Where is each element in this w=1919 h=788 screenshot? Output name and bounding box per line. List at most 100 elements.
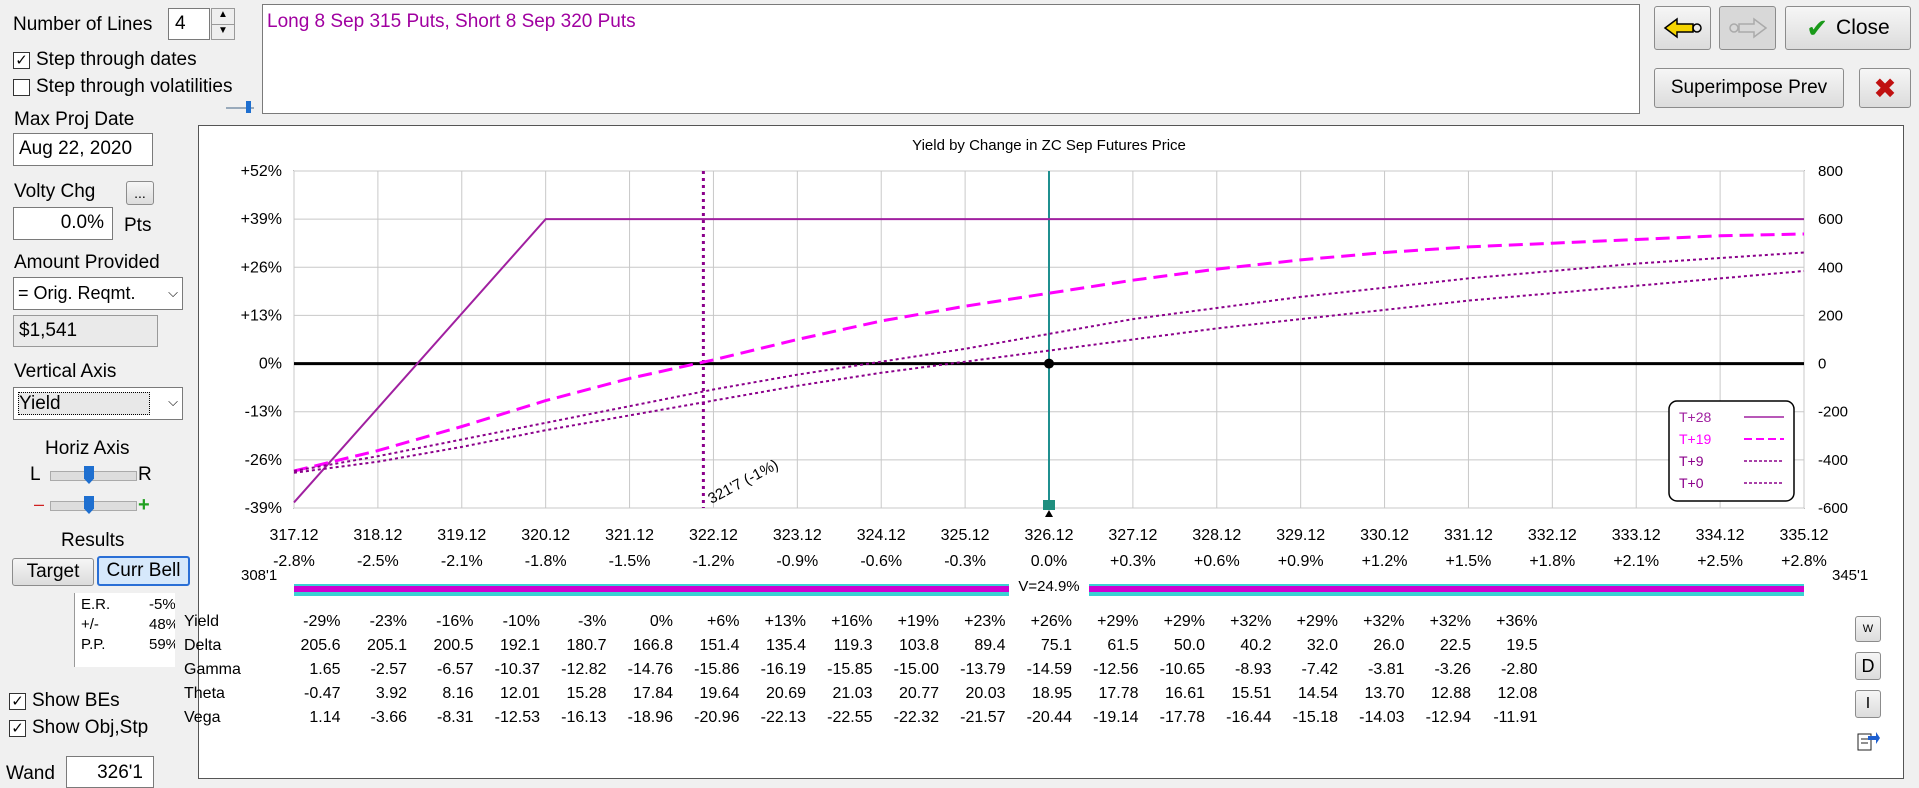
y-left-tick: +13%	[241, 307, 282, 324]
greeks-cell: -8.93	[1235, 661, 1272, 678]
greeks-cell: -22.55	[827, 709, 873, 726]
pct-tick-label: +0.3%	[1110, 553, 1156, 570]
greeks-cell: 180.7	[566, 637, 607, 654]
haxis-label: Horiz Axis	[45, 438, 130, 459]
greeks-cell: +29%	[1163, 613, 1205, 630]
greeks-cell: -16%	[436, 613, 474, 630]
lines-spinner[interactable]: ▲ ▼	[211, 8, 235, 40]
haxis-slider[interactable]	[50, 466, 137, 484]
greeks-cell: -12.82	[561, 661, 607, 678]
export-icon[interactable]	[1856, 730, 1880, 752]
greeks-row: Theta -0.47 3.92 8.16 12.01 15.28 17.84 19.64 20…	[180, 682, 1538, 706]
legend-box	[1668, 400, 1795, 502]
greeks-cell: -20.44	[1026, 709, 1072, 726]
spin-down-icon[interactable]: ▼	[218, 25, 228, 36]
greeks-cell: 3.92	[375, 685, 407, 702]
y-left-tick: +39%	[241, 211, 282, 228]
lines-input[interactable]: 4	[168, 8, 210, 40]
target-button[interactable]: Target	[12, 558, 94, 586]
next-arrow-button[interactable]	[1719, 6, 1776, 50]
slider-thumb[interactable]	[84, 496, 94, 514]
greeks-cell: 119.3	[833, 637, 873, 654]
wand-input[interactable]: 326'1	[66, 756, 154, 788]
greeks-cell: -16.19	[760, 661, 806, 678]
greeks-cell: -12.53	[494, 709, 540, 726]
greeks-cell: -11.91	[1493, 709, 1538, 726]
lines-label: Number of Lines	[13, 14, 153, 35]
x-tick-label: 328.12	[1192, 527, 1241, 544]
greeks-cell: -10.37	[494, 661, 540, 678]
greeks-cell: 17.78	[1098, 685, 1139, 702]
greeks-cell: +32%	[1429, 613, 1471, 630]
greeks-cell: 8.16	[442, 685, 474, 702]
y-left-tick: -39%	[245, 500, 282, 517]
pct-tick-label: 0.0%	[1031, 553, 1067, 570]
zoom-plus[interactable]: +	[138, 494, 150, 516]
volty-unit: Pts	[124, 215, 152, 236]
step-dates-checkbox[interactable]: ✓ Step through dates	[13, 49, 197, 71]
pct-tick-label: -2.5%	[357, 553, 399, 570]
greeks-row-label: Yield	[184, 613, 219, 630]
greeks-row: Vega 1.14 -3.66 -8.31 -12.53 -16.13 -18.96 -20.…	[180, 706, 1538, 730]
greeks-cell: 1.65	[309, 661, 341, 678]
y-right-tick: 600	[1818, 211, 1843, 228]
w-button[interactable]: W	[1855, 616, 1881, 642]
greeks-cell: -14.59	[1026, 661, 1072, 678]
amount-select[interactable]: = Orig. Reqmt. ⌵	[13, 277, 183, 310]
slider-thumb[interactable]	[84, 466, 94, 484]
greeks-cell: 21.03	[832, 685, 873, 702]
zoom-slider[interactable]	[50, 496, 137, 514]
series-line-tplus28	[293, 218, 1804, 504]
max-proj-input[interactable]: Aug 22, 2020	[13, 133, 153, 166]
step-vols-checkbox[interactable]: Step through volatilities	[13, 76, 232, 98]
amount-label: Amount Provided	[14, 252, 160, 273]
pct-tick-label: -1.8%	[525, 553, 567, 570]
x-tick-label: 320.12	[521, 527, 570, 544]
greeks-cell: 15.28	[566, 685, 607, 702]
curr-bell-button[interactable]: Curr Bell	[97, 556, 190, 586]
d-button[interactable]: D	[1855, 652, 1881, 680]
vaxis-select[interactable]: Yield ⌵	[13, 387, 183, 420]
pct-tick-label: -1.5%	[609, 553, 651, 570]
greeks-cell: +19%	[897, 613, 939, 630]
chart-frame: Yield by Change in ZC Sep Futures Price 3…	[184, 125, 1904, 779]
show-obj-checkbox[interactable]: ✓ Show Obj,Stp	[9, 717, 148, 739]
greeks-cell: -16.44	[1226, 709, 1272, 726]
greeks-row-label: Theta	[184, 685, 225, 702]
volty-ellipsis-button[interactable]: ...	[126, 181, 154, 205]
greeks-cell: -14.03	[1359, 709, 1405, 726]
x-tick-label: 329.12	[1276, 527, 1325, 544]
greeks-cell: 20.03	[965, 685, 1006, 702]
greeks-cell: +29%	[1296, 613, 1338, 630]
greeks-cell: 14.54	[1297, 685, 1338, 702]
bell-left-label: 308'1	[241, 567, 277, 584]
y-right-tick: -600	[1818, 500, 1848, 517]
greeks-cell: -15.18	[1292, 709, 1338, 726]
greeks-cell: -23%	[369, 613, 407, 630]
greeks-cell: +36%	[1496, 613, 1538, 630]
greeks-cell: 19.5	[1506, 637, 1538, 654]
pct-tick-label: +0.9%	[1278, 553, 1324, 570]
greeks-row: Gamma 1.65 -2.57 -6.57 -10.37 -12.82 -14.76 -15…	[180, 658, 1538, 682]
slider-thumb[interactable]	[246, 101, 251, 113]
spin-up-icon[interactable]: ▲	[212, 9, 234, 25]
close-button[interactable]: ✔ Close	[1785, 6, 1911, 50]
show-bes-checkbox[interactable]: ✓ Show BEs	[9, 690, 120, 712]
delete-x-icon[interactable]: ✖	[1859, 68, 1911, 108]
prev-arrow-button[interactable]	[1654, 6, 1711, 50]
greeks-cell: -18.96	[627, 709, 673, 726]
y-left-tick: +52%	[241, 163, 282, 180]
volty-input[interactable]: 0.0%	[13, 207, 113, 240]
greeks-cell: -2.57	[370, 661, 407, 678]
greeks-cell: -22.32	[893, 709, 939, 726]
check-icon[interactable]: ✓	[9, 719, 26, 737]
check-icon[interactable]: ✓	[13, 51, 30, 69]
greeks-cell: 135.4	[765, 637, 806, 654]
zoom-minus[interactable]: –	[34, 494, 45, 514]
i-button[interactable]: I	[1855, 690, 1881, 718]
superimpose-button[interactable]: Superimpose Prev	[1654, 68, 1844, 108]
scale-slider[interactable]	[226, 101, 254, 113]
check-icon[interactable]: ✓	[9, 692, 26, 710]
greeks-cell: -3.26	[1434, 661, 1471, 678]
description-box[interactable]: Long 8 Sep 315 Puts, Short 8 Sep 320 Put…	[262, 4, 1640, 114]
